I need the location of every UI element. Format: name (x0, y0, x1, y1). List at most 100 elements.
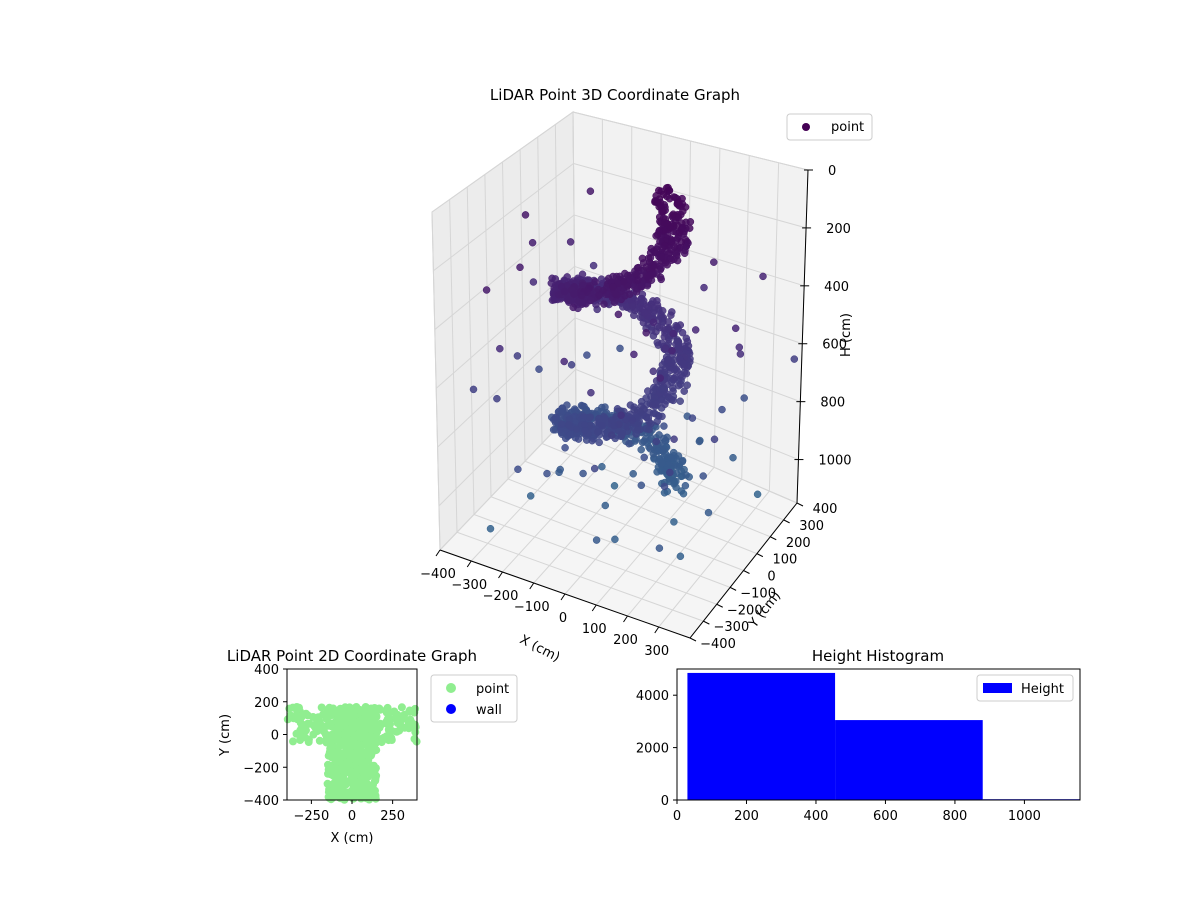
point-3d (687, 218, 694, 225)
point-3d (583, 352, 590, 359)
z-tick-label-3d: 0 (828, 164, 836, 179)
point-2d (342, 781, 350, 789)
point-3d (681, 388, 688, 395)
point-2d (405, 724, 413, 732)
point-3d (705, 509, 712, 516)
x-tick-3d (655, 627, 659, 633)
point-3d (650, 319, 657, 326)
point-3d (587, 188, 594, 195)
point-2d (334, 718, 342, 726)
point-2d (370, 705, 378, 713)
y-tick-label-3d: −400 (700, 637, 736, 652)
point-3d (656, 545, 663, 552)
point-2d (297, 725, 305, 733)
hist-bar (835, 720, 983, 800)
point-2d (343, 717, 351, 725)
x-tick-label-2d: 250 (380, 809, 405, 824)
point-3d (618, 412, 625, 419)
y-tick-label-3d: 100 (772, 553, 797, 568)
point-2d (325, 766, 333, 774)
point-3d (659, 307, 666, 314)
point-3d (635, 264, 642, 271)
point-3d (791, 356, 798, 363)
point-3d (696, 438, 703, 445)
point-3d (598, 422, 605, 429)
x-tick-label-hist: 800 (943, 809, 968, 824)
point-3d (517, 264, 524, 271)
point-3d (581, 427, 588, 434)
point-3d (617, 345, 624, 352)
point-3d (624, 423, 631, 430)
point-2d (367, 751, 375, 759)
point-2d (399, 715, 407, 723)
point-3d (562, 444, 569, 451)
point-3d (580, 470, 587, 477)
y-tick-3d (757, 554, 763, 557)
point-3d (643, 329, 650, 336)
y-tick-label-2d: 0 (271, 729, 279, 744)
point-3d (760, 273, 767, 280)
point-3d (737, 351, 744, 358)
plot-2d: LiDAR Point 2D Coordinate Graph −250 0 250… (218, 647, 517, 846)
z-tick-label-3d: 400 (824, 280, 849, 295)
point-3d (631, 406, 638, 413)
point-3d (630, 351, 637, 358)
y-tick-3d (784, 520, 790, 523)
point-3d (570, 304, 577, 311)
point-3d (610, 283, 617, 290)
point-3d (556, 469, 563, 476)
point-3d (612, 291, 619, 298)
point-3d (573, 426, 580, 433)
plot-3d: LiDAR Point 3D Coordinate Graph −400 −300… (420, 86, 872, 665)
x-tick-label-3d: 100 (582, 622, 607, 637)
point-3d (589, 437, 596, 444)
point-3d (552, 414, 559, 421)
point-3d (668, 308, 675, 315)
y-tick-label-hist: 4000 (636, 689, 669, 704)
x-tick-label-hist: 0 (673, 809, 681, 824)
point-3d (633, 430, 640, 437)
point-3d (670, 518, 677, 525)
point-2d (289, 704, 297, 712)
y-tick-label-2d: 400 (254, 663, 279, 678)
point-2d (289, 737, 297, 745)
point-2d (327, 739, 335, 747)
point-3d (596, 292, 603, 299)
point-2d (384, 715, 392, 723)
point-3d (649, 402, 656, 409)
z-tick-label-3d: 200 (826, 222, 851, 237)
title-3d: LiDAR Point 3D Coordinate Graph (490, 86, 740, 104)
point-3d (661, 483, 668, 490)
y-tick-label-3d: −300 (714, 620, 750, 635)
point-3d (619, 303, 626, 310)
point-2d (339, 752, 347, 760)
x-tick-label-3d: 300 (644, 644, 669, 659)
point-3d (544, 470, 551, 477)
point-3d (630, 312, 637, 319)
point-3d (635, 277, 642, 284)
point-3d (661, 333, 668, 340)
y-tick-3d (797, 503, 803, 506)
point-2d (376, 724, 384, 732)
xlabel-2d: X (cm) (331, 831, 374, 846)
point-3d (700, 473, 707, 480)
point-3d (514, 352, 521, 359)
point-3d (677, 553, 684, 560)
point-3d (654, 418, 661, 425)
point-2d (327, 711, 335, 719)
y-tick-label-3d: 300 (799, 519, 824, 534)
point-3d (638, 482, 645, 489)
point-3d (611, 536, 618, 543)
point-2d (370, 736, 378, 744)
point-3d (666, 469, 673, 476)
point-3d (661, 489, 668, 496)
point-2d (347, 770, 355, 778)
point-3d (487, 525, 494, 532)
point-3d (561, 358, 568, 365)
point-3d (630, 470, 637, 477)
point-3d (638, 446, 645, 453)
point-3d (644, 273, 651, 280)
point-2d (349, 735, 357, 743)
point-3d (682, 482, 689, 489)
point-3d (522, 211, 529, 218)
